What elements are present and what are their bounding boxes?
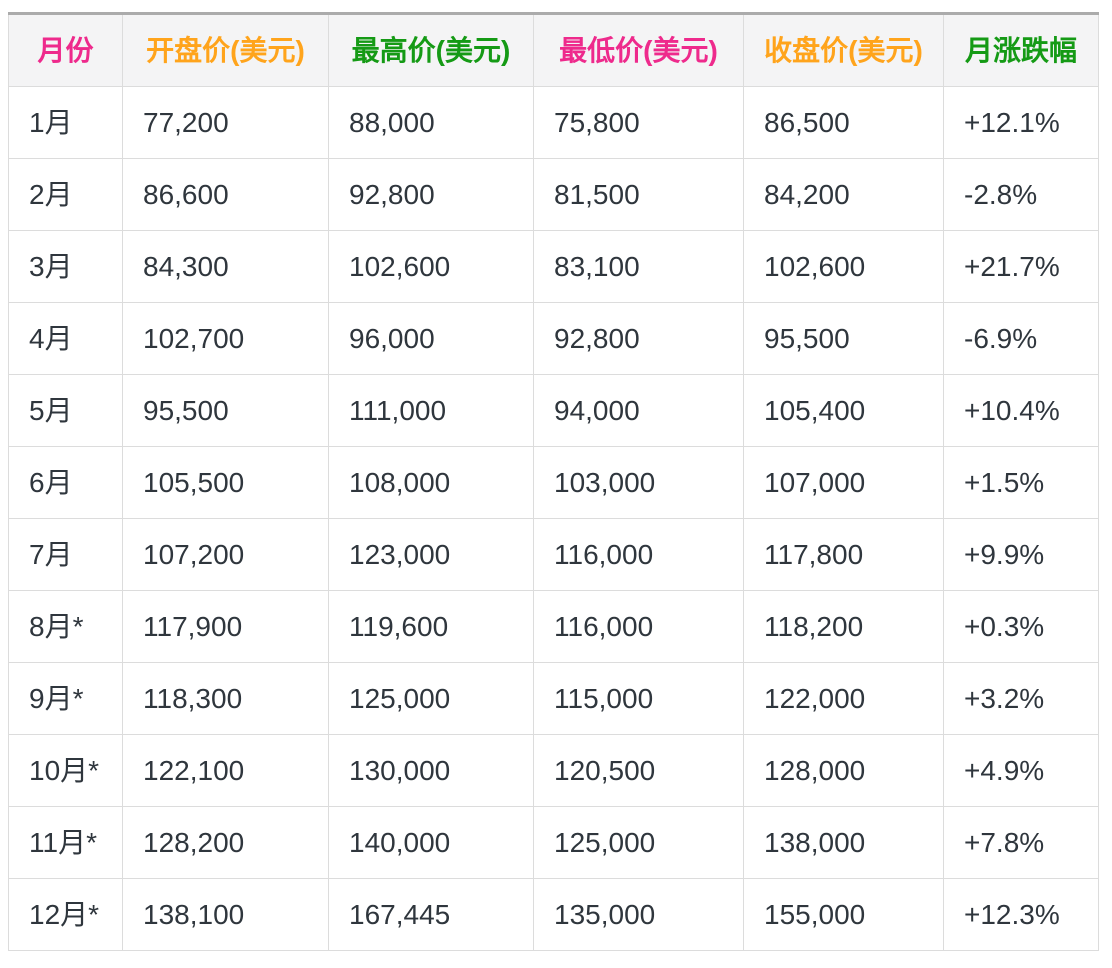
table-row: 9月* 118,300 125,000 115,000 122,000 +3.2% (8, 662, 1099, 735)
cell-month: 12月* (8, 878, 123, 951)
cell-month: 6月 (8, 446, 123, 519)
cell-low: 120,500 (533, 734, 744, 807)
cell-open: 95,500 (122, 374, 329, 447)
cell-low: 94,000 (533, 374, 744, 447)
cell-low: 75,800 (533, 86, 744, 159)
table-row: 4月 102,700 96,000 92,800 95,500 -6.9% (8, 302, 1099, 375)
cell-open: 86,600 (122, 158, 329, 231)
cell-low: 125,000 (533, 806, 744, 879)
cell-month: 9月* (8, 662, 123, 735)
cell-close: 155,000 (743, 878, 944, 951)
column-header-low: 最低价(美元) (533, 13, 744, 87)
cell-close: 138,000 (743, 806, 944, 879)
cell-low: 92,800 (533, 302, 744, 375)
cell-high: 88,000 (328, 86, 534, 159)
cell-low: 116,000 (533, 518, 744, 591)
cell-close: 117,800 (743, 518, 944, 591)
column-header-high: 最高价(美元) (328, 13, 534, 87)
cell-open: 84,300 (122, 230, 329, 303)
cell-close: 128,000 (743, 734, 944, 807)
column-header-month: 月份 (8, 13, 123, 87)
table-row: 7月 107,200 123,000 116,000 117,800 +9.9% (8, 518, 1099, 591)
cell-high: 111,000 (328, 374, 534, 447)
cell-change: +21.7% (943, 230, 1099, 303)
cell-change: +4.9% (943, 734, 1099, 807)
cell-open: 122,100 (122, 734, 329, 807)
cell-change: +10.4% (943, 374, 1099, 447)
cell-open: 77,200 (122, 86, 329, 159)
price-table: 月份 开盘价(美元) 最高价(美元) 最低价(美元) 收盘价(美元) 月涨跌幅 1月 77,… (8, 12, 1099, 951)
cell-open: 118,300 (122, 662, 329, 735)
table-row: 5月 95,500 111,000 94,000 105,400 +10.4% (8, 374, 1099, 447)
cell-open: 138,100 (122, 878, 329, 951)
column-header-close: 收盘价(美元) (743, 13, 944, 87)
cell-close: 107,000 (743, 446, 944, 519)
column-header-change: 月涨跌幅 (943, 13, 1099, 87)
cell-open: 102,700 (122, 302, 329, 375)
cell-open: 117,900 (122, 590, 329, 663)
cell-high: 108,000 (328, 446, 534, 519)
cell-low: 83,100 (533, 230, 744, 303)
cell-month: 8月* (8, 590, 123, 663)
cell-change: +12.1% (943, 86, 1099, 159)
cell-close: 102,600 (743, 230, 944, 303)
table-row: 2月 86,600 92,800 81,500 84,200 -2.8% (8, 158, 1099, 231)
table-header-row: 月份 开盘价(美元) 最高价(美元) 最低价(美元) 收盘价(美元) 月涨跌幅 (8, 13, 1099, 87)
table-row: 11月* 128,200 140,000 125,000 138,000 +7.8% (8, 806, 1099, 879)
cell-month: 4月 (8, 302, 123, 375)
cell-high: 167,445 (328, 878, 534, 951)
cell-high: 92,800 (328, 158, 534, 231)
table-row: 6月 105,500 108,000 103,000 107,000 +1.5% (8, 446, 1099, 519)
cell-change: -2.8% (943, 158, 1099, 231)
cell-month: 5月 (8, 374, 123, 447)
cell-month: 7月 (8, 518, 123, 591)
cell-open: 105,500 (122, 446, 329, 519)
cell-close: 86,500 (743, 86, 944, 159)
cell-high: 119,600 (328, 590, 534, 663)
cell-change: +9.9% (943, 518, 1099, 591)
cell-month: 3月 (8, 230, 123, 303)
cell-high: 102,600 (328, 230, 534, 303)
cell-low: 115,000 (533, 662, 744, 735)
table-row: 3月 84,300 102,600 83,100 102,600 +21.7% (8, 230, 1099, 303)
table-row: 8月* 117,900 119,600 116,000 118,200 +0.3% (8, 590, 1099, 663)
cell-low: 103,000 (533, 446, 744, 519)
table-row: 10月* 122,100 130,000 120,500 128,000 +4.9% (8, 734, 1099, 807)
cell-change: +3.2% (943, 662, 1099, 735)
cell-close: 105,400 (743, 374, 944, 447)
cell-change: +7.8% (943, 806, 1099, 879)
cell-close: 118,200 (743, 590, 944, 663)
cell-high: 130,000 (328, 734, 534, 807)
table-body: 1月 77,200 88,000 75,800 86,500 +12.1% 2月 86,600… (8, 86, 1099, 951)
column-header-open: 开盘价(美元) (122, 13, 329, 87)
table-row: 1月 77,200 88,000 75,800 86,500 +12.1% (8, 86, 1099, 159)
cell-change: +12.3% (943, 878, 1099, 951)
cell-high: 125,000 (328, 662, 534, 735)
cell-month: 10月* (8, 734, 123, 807)
cell-low: 116,000 (533, 590, 744, 663)
cell-month: 2月 (8, 158, 123, 231)
cell-high: 96,000 (328, 302, 534, 375)
cell-close: 122,000 (743, 662, 944, 735)
cell-month: 11月* (8, 806, 123, 879)
cell-low: 135,000 (533, 878, 744, 951)
cell-change: +0.3% (943, 590, 1099, 663)
cell-change: +1.5% (943, 446, 1099, 519)
table-row: 12月* 138,100 167,445 135,000 155,000 +12.3% (8, 878, 1099, 951)
cell-change: -6.9% (943, 302, 1099, 375)
cell-open: 107,200 (122, 518, 329, 591)
cell-month: 1月 (8, 86, 123, 159)
cell-low: 81,500 (533, 158, 744, 231)
cell-close: 84,200 (743, 158, 944, 231)
cell-open: 128,200 (122, 806, 329, 879)
cell-high: 123,000 (328, 518, 534, 591)
cell-high: 140,000 (328, 806, 534, 879)
cell-close: 95,500 (743, 302, 944, 375)
